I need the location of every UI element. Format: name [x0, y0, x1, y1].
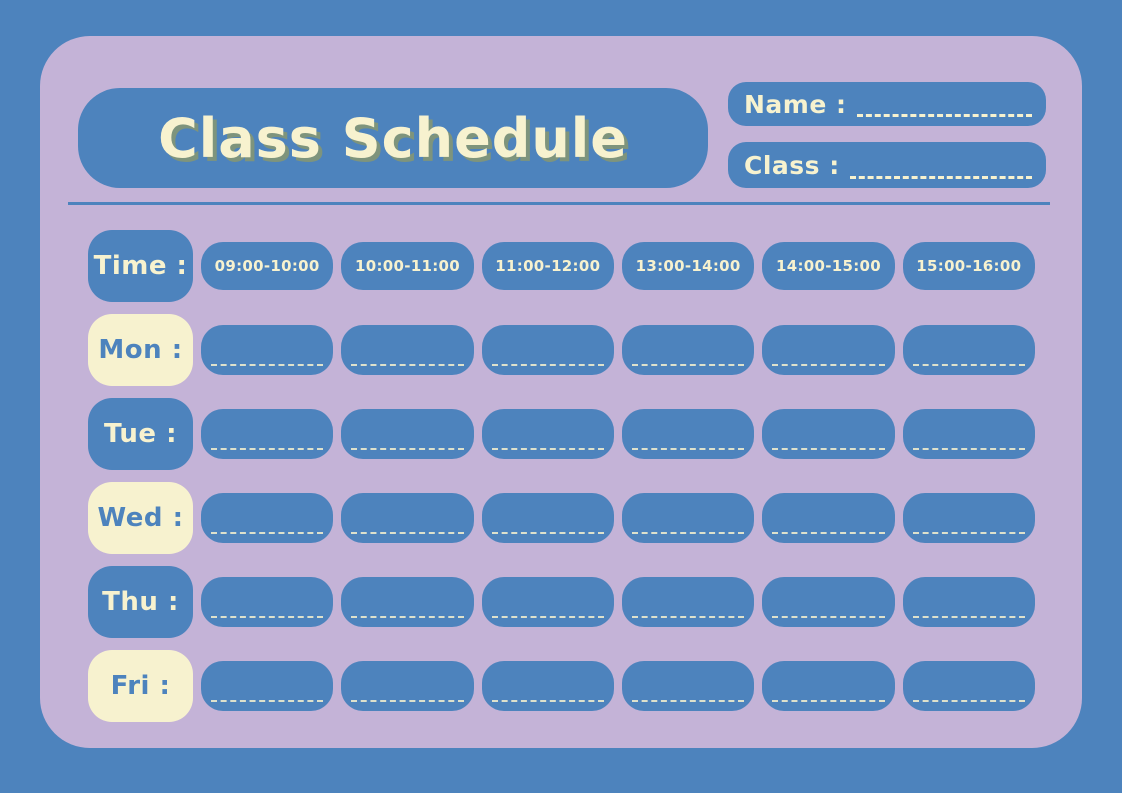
cell-wed-2[interactable] — [341, 493, 474, 543]
title-pill: Class Schedule — [78, 88, 708, 188]
cell-write-line — [912, 700, 1025, 702]
cell-wed-6[interactable] — [902, 493, 1035, 543]
time-slot-2: 10:00-11:00 — [341, 242, 474, 290]
cell-wed-3[interactable] — [481, 493, 614, 543]
time-slot-1: 09:00-10:00 — [201, 242, 334, 290]
cell-tue-3[interactable] — [481, 409, 614, 459]
cell-mon-2[interactable] — [341, 325, 474, 375]
cell-write-line — [772, 532, 885, 534]
day-label-wed: Wed : — [88, 482, 193, 554]
header-divider — [68, 202, 1050, 205]
cell-write-line — [351, 364, 464, 366]
time-slot-6: 15:00-16:00 — [902, 242, 1035, 290]
cell-write-line — [351, 532, 464, 534]
cell-fri-5[interactable] — [762, 661, 895, 711]
cell-mon-3[interactable] — [481, 325, 614, 375]
cell-write-line — [912, 364, 1025, 366]
cell-write-line — [772, 364, 885, 366]
cell-fri-1[interactable] — [201, 661, 334, 711]
time-slot-5: 14:00-15:00 — [762, 242, 895, 290]
time-slot-4: 13:00-14:00 — [621, 242, 755, 290]
cell-fri-2[interactable] — [341, 661, 474, 711]
cell-write-line — [631, 700, 745, 702]
schedule-table: Time : 09:00-10:00 10:00-11:00 11:00-12:… — [88, 230, 1035, 734]
cell-write-line — [351, 448, 464, 450]
cell-write-line — [491, 448, 604, 450]
cell-mon-1[interactable] — [201, 325, 334, 375]
cell-write-line — [211, 448, 324, 450]
cell-tue-5[interactable] — [762, 409, 895, 459]
cell-write-line — [491, 364, 604, 366]
cell-thu-4[interactable] — [621, 577, 755, 627]
cell-write-line — [772, 448, 885, 450]
cell-fri-4[interactable] — [621, 661, 755, 711]
cell-write-line — [211, 616, 324, 618]
cell-write-line — [912, 532, 1025, 534]
day-label-tue: Tue : — [88, 398, 193, 470]
cell-write-line — [631, 616, 745, 618]
cell-write-line — [631, 532, 745, 534]
row-tue: Tue : — [88, 398, 1035, 470]
cell-fri-3[interactable] — [481, 661, 614, 711]
cell-wed-4[interactable] — [621, 493, 755, 543]
cell-write-line — [351, 616, 464, 618]
schedule-card: Class Schedule Name : Class : Time : 09:… — [40, 36, 1082, 748]
page-title: Class Schedule — [158, 106, 628, 170]
cell-thu-6[interactable] — [902, 577, 1035, 627]
cell-write-line — [631, 364, 745, 366]
cell-thu-2[interactable] — [341, 577, 474, 627]
class-field[interactable]: Class : — [728, 142, 1046, 188]
row-time-header: Time : 09:00-10:00 10:00-11:00 11:00-12:… — [88, 230, 1035, 302]
cell-write-line — [211, 532, 324, 534]
row-mon: Mon : — [88, 314, 1035, 386]
name-label: Name : — [744, 89, 847, 119]
cell-mon-4[interactable] — [621, 325, 755, 375]
cell-write-line — [912, 448, 1025, 450]
cell-tue-1[interactable] — [201, 409, 334, 459]
cell-write-line — [211, 700, 324, 702]
day-label-mon: Mon : — [88, 314, 193, 386]
row-wed: Wed : — [88, 482, 1035, 554]
day-label-thu: Thu : — [88, 566, 193, 638]
day-label-fri: Fri : — [88, 650, 193, 722]
time-slot-3: 11:00-12:00 — [481, 242, 614, 290]
cell-write-line — [351, 700, 464, 702]
cell-thu-3[interactable] — [481, 577, 614, 627]
cell-mon-5[interactable] — [762, 325, 895, 375]
row-fri: Fri : — [88, 650, 1035, 722]
cell-wed-5[interactable] — [762, 493, 895, 543]
cell-fri-6[interactable] — [902, 661, 1035, 711]
name-field[interactable]: Name : — [728, 82, 1046, 126]
cell-write-line — [912, 616, 1025, 618]
cell-wed-1[interactable] — [201, 493, 334, 543]
name-write-line[interactable] — [856, 114, 1032, 117]
class-write-line[interactable] — [849, 176, 1032, 179]
cell-write-line — [211, 364, 324, 366]
cell-thu-5[interactable] — [762, 577, 895, 627]
cell-write-line — [772, 700, 885, 702]
cell-thu-1[interactable] — [201, 577, 334, 627]
row-thu: Thu : — [88, 566, 1035, 638]
class-label: Class : — [744, 150, 840, 180]
cell-tue-4[interactable] — [621, 409, 755, 459]
cell-write-line — [772, 616, 885, 618]
cell-write-line — [491, 700, 604, 702]
time-header-pill: Time : — [88, 230, 193, 302]
cell-tue-6[interactable] — [902, 409, 1035, 459]
cell-mon-6[interactable] — [902, 325, 1035, 375]
cell-write-line — [491, 616, 604, 618]
cell-write-line — [491, 532, 604, 534]
cell-write-line — [631, 448, 745, 450]
cell-tue-2[interactable] — [341, 409, 474, 459]
